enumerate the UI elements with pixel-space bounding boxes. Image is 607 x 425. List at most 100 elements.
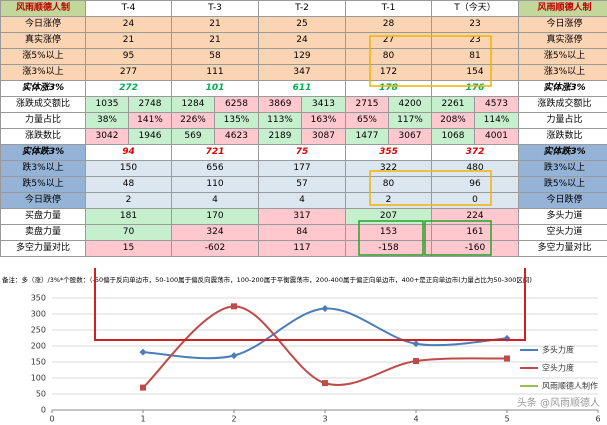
table-cell: 24	[258, 32, 346, 49]
table-cell: 480	[431, 160, 519, 177]
table-cell: 113%	[258, 112, 302, 129]
row-label: 实体跌3%	[518, 144, 607, 161]
y-tick-label: 200	[31, 342, 46, 351]
table-cell: 28	[345, 16, 432, 33]
table-cell: 208%	[431, 112, 475, 129]
table-cell: 1946	[128, 128, 172, 145]
row-label: 真实涨停	[0, 32, 86, 49]
table-cell: 27	[345, 32, 432, 49]
table-row: 买盘力量 181 170 317 207 224 多头力道	[0, 208, 607, 225]
x-tick-label: 4	[413, 415, 418, 424]
row-label: 跌5%以上	[518, 176, 607, 193]
row-label: 涨5%以上	[0, 48, 86, 65]
point	[139, 348, 147, 356]
table-cell: 721	[171, 144, 259, 161]
table-cell: 70	[85, 224, 172, 241]
legend-label: 风雨顺德人制作	[542, 381, 598, 391]
point	[322, 380, 328, 387]
header-cell: T-1	[345, 0, 432, 17]
row-label: 多头力道	[518, 208, 607, 225]
row-label: 买盘力量	[0, 208, 86, 225]
table-row: 多空力量对比 15 -602 117 -158 -160 多空力量对比	[0, 240, 607, 257]
table-cell: 153	[345, 224, 432, 241]
row-label: 跌3%以上	[518, 160, 607, 177]
table-cell: 65%	[345, 112, 389, 129]
row-label: 涨3%以上	[0, 64, 86, 81]
table-cell: 172	[345, 64, 432, 81]
table-cell: 569	[171, 128, 215, 145]
header-cell: 风雨顺德人制	[0, 0, 86, 17]
x-tick-label: 0	[49, 415, 54, 424]
table-cell: 111	[171, 64, 259, 81]
table-cell: 656	[171, 160, 259, 177]
table-row: 涨5%以上 95 58 129 80 81 涨5%以上	[0, 48, 607, 65]
table-cell: 177	[258, 160, 346, 177]
point	[231, 303, 237, 310]
header-cell: T（今天）	[431, 0, 519, 17]
table-cell: 75	[258, 144, 346, 161]
table-cell: 21	[171, 16, 259, 33]
header-cell: T-3	[171, 0, 259, 17]
table-cell: 96	[431, 176, 519, 193]
legend-label: 多头力度	[542, 345, 574, 355]
table-row: 跌5%以上 48 110 57 80 96 跌5%以上	[0, 176, 607, 193]
row-label: 实体跌3%	[0, 144, 86, 161]
table-cell: 81	[431, 48, 519, 65]
table-cell: 117%	[388, 112, 432, 129]
table-cell: -160	[431, 240, 519, 257]
table-cell: 347	[258, 64, 346, 81]
table-cell: 4200	[388, 96, 432, 113]
table-cell: 1068	[431, 128, 475, 145]
row-label: 力量占比	[0, 112, 86, 129]
table-cell: 324	[171, 224, 259, 241]
table-cell: 2	[85, 192, 172, 209]
table-cell: 24	[85, 16, 172, 33]
table-cell: 611	[258, 80, 346, 97]
point	[230, 352, 238, 360]
table-cell: 0	[431, 192, 519, 209]
y-tick-label: 100	[31, 374, 46, 383]
table-cell: 141%	[128, 112, 172, 129]
table-cell: 4573	[474, 96, 519, 113]
table-cell: 80	[345, 48, 432, 65]
point	[412, 340, 420, 348]
table-cell: 317	[258, 208, 346, 225]
table-row: 涨跌成交额比 1035 2748 1284 6258 3869 3413 2715 4200 22…	[0, 96, 607, 113]
row-label: 空头力道	[518, 224, 607, 241]
table-row: 实体涨3% 272 101 611 178 176 实体涨3%	[0, 80, 607, 97]
table-cell: 4623	[214, 128, 259, 145]
row-label: 跌5%以上	[0, 176, 86, 193]
row-label: 涨跌数比	[518, 128, 607, 145]
table-cell: 2	[345, 192, 432, 209]
table-cell: 163%	[301, 112, 346, 129]
y-tick-label: 350	[31, 294, 46, 303]
x-tick-label: 5	[504, 415, 509, 424]
table-row: 涨3%以上 277 111 347 172 154 涨3%以上	[0, 64, 607, 81]
table-cell: 57	[258, 176, 346, 193]
table-row: 真实涨停 21 21 24 27 23 真实涨停	[0, 32, 607, 49]
table-cell: 372	[431, 144, 519, 161]
row-label: 今日跌停	[0, 192, 86, 209]
y-tick-label: 150	[31, 358, 46, 367]
row-label: 今日跌停	[518, 192, 607, 209]
table-cell: 23	[431, 32, 519, 49]
table-row: 力量占比 38% 141% 226% 135% 113% 163% 65% 117% 208% 11…	[0, 112, 607, 129]
row-label: 涨跌数比	[0, 128, 86, 145]
point	[321, 305, 329, 313]
row-label: 今日涨停	[518, 16, 607, 33]
table-cell: 135%	[214, 112, 259, 129]
header-row: 风雨顺德人制 T-4 T-3 T-2 T-1 T（今天） 风雨顺德人制	[0, 0, 607, 17]
table-cell: 207	[345, 208, 432, 225]
table-row: 今日涨停 24 21 25 28 23 今日涨停	[0, 16, 607, 33]
table-cell: 178	[345, 80, 432, 97]
table-row: 实体跌3% 94 721 75 355 372 实体跌3%	[0, 144, 607, 161]
x-tick-label: 2	[231, 415, 236, 424]
table-cell: 154	[431, 64, 519, 81]
table-cell: 84	[258, 224, 346, 241]
table-cell: 1477	[345, 128, 389, 145]
table-cell: 48	[85, 176, 172, 193]
table-cell: 161	[431, 224, 519, 241]
table-cell: 1284	[171, 96, 215, 113]
table-row: 今日跌停 2 4 4 2 0 今日跌停	[0, 192, 607, 209]
row-label: 真实涨停	[518, 32, 607, 49]
